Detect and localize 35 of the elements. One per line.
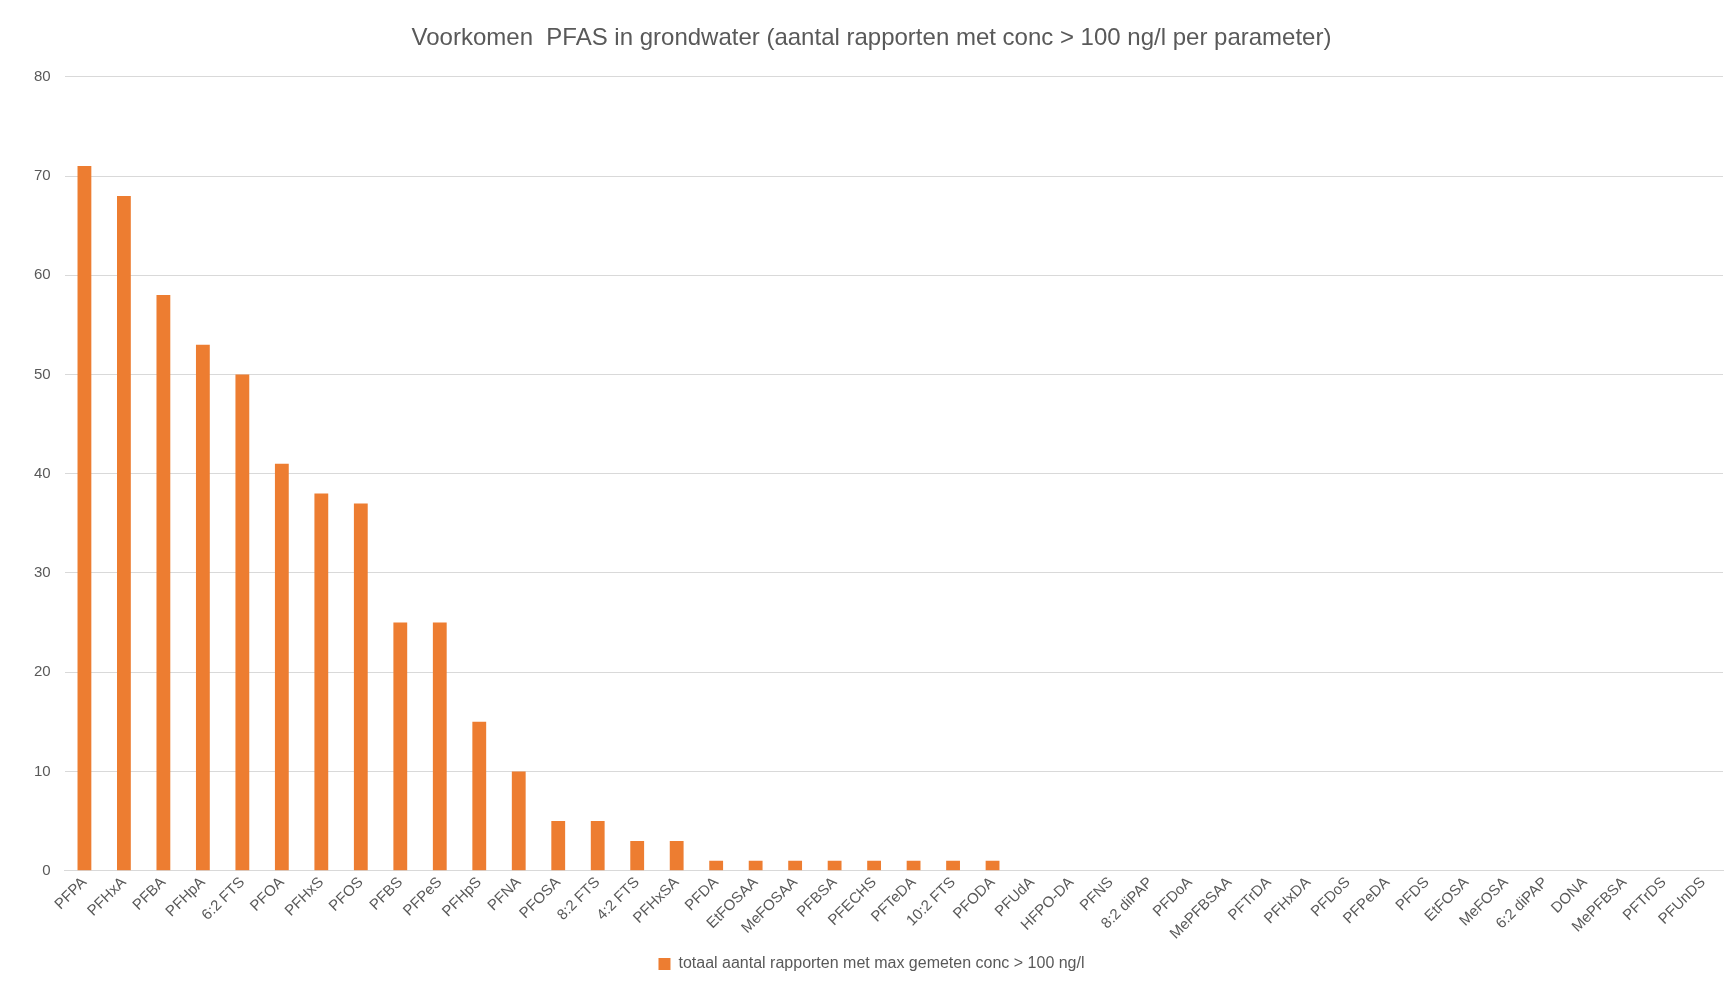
bar (985, 860, 1000, 871)
bar (274, 463, 289, 871)
bar (669, 840, 684, 871)
bar (472, 721, 487, 871)
bar (551, 821, 566, 871)
y-tick-label: 40 (34, 463, 51, 481)
bar (946, 860, 960, 871)
bar (314, 493, 329, 871)
bar (630, 840, 645, 871)
bar (590, 821, 605, 871)
bar (511, 771, 526, 871)
bar (393, 622, 408, 871)
bar (827, 860, 842, 871)
y-tick-label: 20 (34, 662, 51, 680)
chart-title: Voorkomen PFAS in grondwater (aantal rapporten met conc > 100 ng/l per parameter) (411, 23, 1332, 51)
bar (353, 503, 368, 871)
bar (156, 295, 171, 871)
y-tick-label: 0 (42, 860, 51, 878)
y-tick-label: 60 (34, 265, 51, 283)
y-tick-label: 70 (34, 166, 51, 184)
bar (432, 622, 447, 871)
bar (788, 860, 803, 871)
bar (867, 860, 882, 871)
y-tick-label: 80 (34, 66, 51, 84)
bar (709, 860, 724, 871)
bar (77, 166, 92, 871)
bar (906, 860, 921, 871)
y-tick-label: 30 (34, 563, 51, 581)
bar (235, 374, 250, 871)
y-tick-label: 10 (34, 761, 51, 779)
bar (195, 344, 210, 871)
bar (117, 195, 131, 871)
bar (748, 860, 763, 871)
y-tick-label: 50 (34, 364, 51, 382)
legend-label: totaal aantal rapporten met max gemeten conc > 100 ng/l (678, 954, 1085, 972)
